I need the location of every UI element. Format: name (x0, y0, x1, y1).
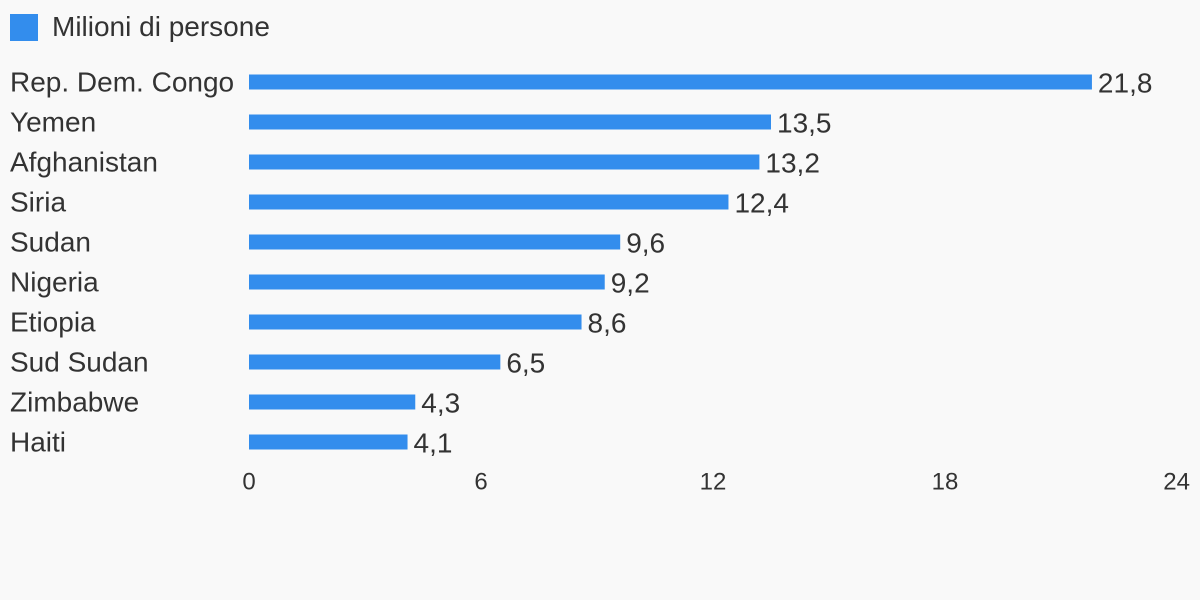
value-label: 13,5 (777, 108, 832, 139)
value-label: 6,5 (506, 348, 545, 379)
bar (249, 154, 760, 170)
value-label: 13,2 (765, 148, 820, 179)
bar (249, 274, 605, 290)
category-label: Haiti (10, 427, 66, 458)
x-tick-label: 0 (242, 469, 255, 496)
category-label: Sudan (10, 227, 91, 258)
x-tick-label: 24 (1163, 469, 1190, 496)
x-tick-label: 6 (474, 469, 487, 496)
value-label: 8,6 (588, 308, 627, 339)
bar (249, 314, 582, 330)
x-tick-label: 18 (932, 469, 959, 496)
category-label: Nigeria (10, 267, 99, 298)
value-label: 9,6 (626, 228, 665, 259)
legend: Milioni di persone (10, 10, 270, 44)
bar (249, 194, 729, 210)
bar (249, 434, 408, 450)
bar (249, 114, 771, 130)
value-label: 4,1 (414, 428, 453, 459)
legend-label: Milioni di persone (52, 11, 270, 42)
category-label: Yemen (10, 107, 96, 138)
bar (249, 394, 416, 410)
legend-swatch (10, 13, 38, 41)
value-label: 9,2 (611, 268, 650, 299)
bar (249, 234, 621, 250)
value-label: 12,4 (734, 188, 789, 219)
category-label: Zimbabwe (10, 387, 139, 418)
bar (249, 354, 501, 370)
value-label: 21,8 (1098, 68, 1153, 99)
x-tick-label: 12 (700, 469, 727, 496)
category-label: Rep. Dem. Congo (10, 67, 234, 98)
category-label: Sud Sudan (10, 347, 149, 378)
bar (249, 74, 1092, 90)
value-label: 4,3 (421, 388, 460, 419)
category-label: Etiopia (10, 307, 96, 338)
category-label: Afghanistan (10, 147, 158, 178)
category-label: Siria (10, 187, 66, 218)
